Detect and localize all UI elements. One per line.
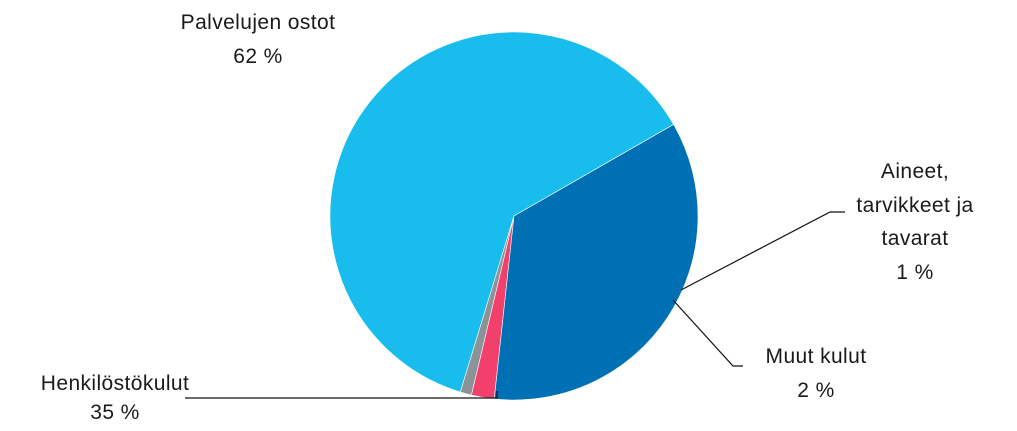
leader-line-henkilostokulut	[185, 391, 498, 399]
slice-label-henkilostokulut: Henkilöstökulut	[41, 372, 189, 395]
slice-value-henkilostokulut: 35 %	[90, 401, 139, 424]
slice-value-palvelujen-ostot: 62 %	[233, 45, 282, 68]
pie-slices	[329, 31, 699, 401]
slice-label-muut-kulut: Muut kulut	[766, 345, 867, 368]
slice-label-aineet-line2: tarvikkeet ja	[856, 194, 973, 217]
slice-label-aineet-line3: tavarat	[882, 227, 949, 250]
data-labels: Palvelujen ostot 62 % Aineet, tarvikkeet…	[41, 11, 973, 424]
leader-lines	[185, 211, 845, 399]
leader-line-aineet	[680, 211, 845, 291]
pie-slice-palvelujen-ostot	[329, 31, 675, 393]
pie-slice-henkilöstökulut	[493, 124, 699, 401]
slice-value-aineet: 1 %	[896, 261, 933, 284]
slice-label-aineet-line1: Aineet,	[881, 160, 949, 183]
leader-line-muut-kulut	[672, 299, 743, 367]
slice-label-palvelujen-ostot: Palvelujen ostot	[181, 11, 336, 34]
slice-value-muut-kulut: 2 %	[797, 379, 834, 402]
